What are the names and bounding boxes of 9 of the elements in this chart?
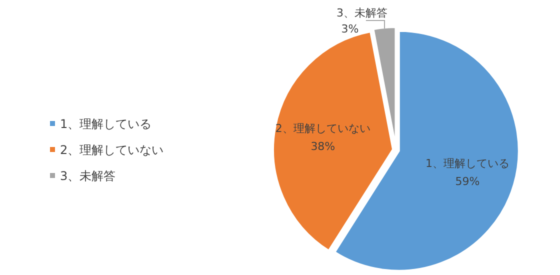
data-label: 38% <box>310 140 336 154</box>
slice-label: 1、理解している <box>425 156 510 170</box>
legend-label: 1、理解している <box>60 117 152 131</box>
legend-label: 2、理解していない <box>60 143 164 157</box>
legend-label: 3、未解答 <box>60 169 116 183</box>
slice-label: 3、未解答 <box>336 6 388 20</box>
data-label: 3% <box>341 22 359 36</box>
slice-label: 2、理解していない <box>275 122 370 136</box>
data-label: 59% <box>455 174 480 188</box>
